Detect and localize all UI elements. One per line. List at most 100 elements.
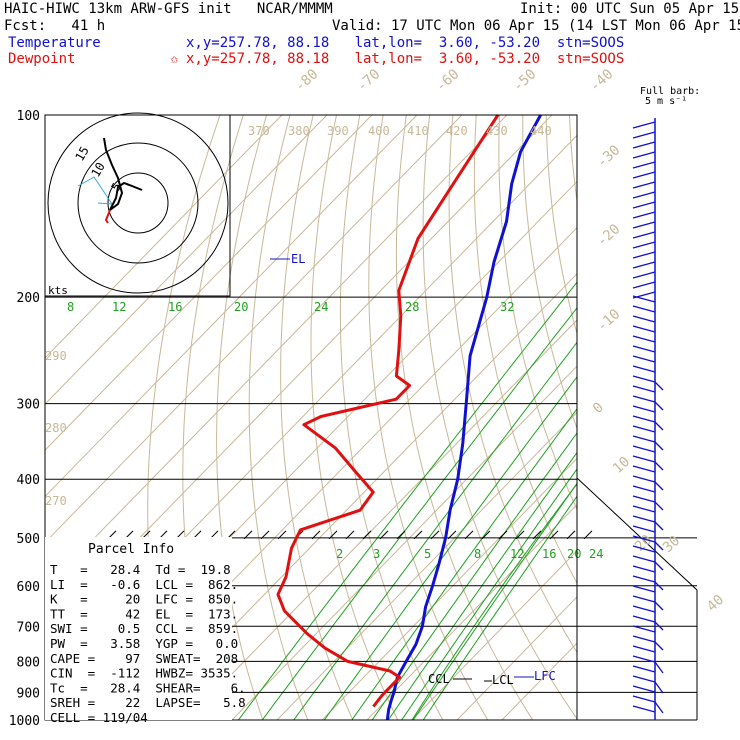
- frame-extension: [576, 477, 698, 720]
- pressure-tick-label: 200: [17, 291, 40, 306]
- theta-label: 430: [486, 124, 508, 138]
- mixing-ratio-label: 24: [314, 300, 328, 314]
- wind-barb: [632, 665, 656, 673]
- pressure-tick-label: 1000: [9, 714, 40, 729]
- wind-barb: [632, 121, 656, 129]
- ccl-label: CCL: [428, 672, 450, 686]
- wind-barb: [632, 305, 656, 313]
- theta-label: 440: [530, 124, 552, 138]
- wind-barb: [632, 281, 656, 289]
- wind-barb: [632, 465, 656, 473]
- theta-label: 390: [327, 124, 349, 138]
- mixing-ratio-label: 3: [373, 547, 380, 561]
- parcel-info-row: CIN = -112 HWBZ= 3535.: [50, 666, 238, 681]
- wind-barb: [632, 241, 656, 249]
- isotherm-tick-label: -20: [594, 221, 624, 250]
- wind-barb: [632, 675, 656, 683]
- wind-barb-flag: [654, 681, 664, 694]
- hodograph-storm-motion: [77, 176, 113, 205]
- mixing-ratio-label: 5: [424, 547, 431, 561]
- temperature-profile-line: [385, 114, 542, 721]
- freezing-level-hatch: [328, 530, 338, 540]
- wind-barb: [632, 565, 656, 573]
- mixing-ratio-line: [412, 482, 577, 720]
- temperature-legend-label: Temperature: [8, 35, 101, 51]
- isotherm-line: [45, 115, 283, 359]
- wind-barb: [632, 251, 656, 259]
- isotherm-line: [45, 115, 508, 590]
- isotherm-tick-label: 40: [704, 592, 727, 615]
- isotherm-tick-label: -60: [433, 66, 463, 95]
- hodograph-ring-label-10: 10: [88, 160, 107, 180]
- wind-barb-flag: [654, 601, 664, 611]
- isotherm-line: [501, 642, 577, 720]
- wind-barb: [632, 261, 656, 269]
- wind-barb: [632, 191, 656, 199]
- freezing-level-hatch: [549, 530, 559, 540]
- isotherm-line: [456, 596, 577, 720]
- isotherm-tick-label: 30: [660, 533, 683, 556]
- wind-barb: [632, 315, 656, 323]
- pressure-tick-label: 300: [17, 398, 40, 413]
- wind-barb: [632, 295, 656, 303]
- header-line2-right: Valid: 17 UTC Mon 06 Apr 15 (14 LST Mon …: [332, 18, 740, 34]
- dewpoint-legend-coords: x,y=257.78, 88.18 lat,lon= 3.60, -53.20 …: [186, 51, 625, 67]
- sounding-profiles: [276, 114, 542, 721]
- wind-barb: [632, 515, 656, 523]
- wind-barb: [632, 705, 656, 713]
- isotherm-line: [45, 115, 373, 451]
- hodograph-trace-low: [104, 209, 111, 224]
- wind-barb: [632, 555, 656, 563]
- wind-barb: [632, 685, 656, 693]
- wind-barb: [632, 325, 656, 333]
- dewpoint-profile-line: [276, 114, 500, 708]
- freezing-level-hatch: [566, 530, 576, 540]
- mixing-ratio-label: 32: [500, 300, 514, 314]
- wind-barb: [632, 455, 656, 463]
- mixing-ratio-label: 16: [542, 547, 556, 561]
- parcel-info-row: K = 20 LFC = 850.: [50, 592, 238, 607]
- pressure-tick-label: 500: [17, 532, 40, 547]
- parcel-info-row: PW = 3.58 YGP = 0.0: [50, 636, 238, 651]
- freezing-level-hatch: [515, 530, 525, 540]
- wind-barb-flag: [654, 461, 664, 471]
- isotherm-line: [366, 503, 577, 720]
- wind-barb: [632, 201, 656, 209]
- wind-barb: [632, 615, 656, 623]
- theta-label: 400: [368, 124, 390, 138]
- mixing-ratio-line: [237, 281, 577, 720]
- wind-barb: [632, 221, 656, 229]
- wind-barb-flag: [654, 581, 664, 591]
- wind-barb: [632, 695, 656, 703]
- mixing-ratio-label: 20: [567, 547, 581, 561]
- isotherm-tick-label: -40: [587, 66, 617, 95]
- freezing-level-hatch: [362, 530, 372, 540]
- dry-adiabat-line: [593, 115, 740, 733]
- freezing-level-hatch: [243, 530, 253, 540]
- wind-barb: [632, 475, 656, 483]
- wind-barb: [632, 335, 656, 343]
- header-line1-right: Init: 00 UTC Sun 05 Apr 15: [520, 1, 740, 17]
- plot-frame: [44, 114, 578, 721]
- parcel-info-row: Tc = 28.4 SHEAR= 6.: [50, 680, 246, 695]
- isotherm-tick-label: -70: [354, 66, 384, 95]
- wind-barb-flag: [654, 621, 664, 631]
- dewpoint-legend-label: Dewpoint: [8, 51, 76, 67]
- mixing-ratio-label: 8: [474, 547, 481, 561]
- mixing-ratio-line: [261, 307, 577, 720]
- moist-adiabat-line: [411, 483, 577, 720]
- parcel-info-rows: T = 28.4 Td = 19.8LI = -0.6 LCL = 862.K …: [50, 562, 246, 725]
- isotherm-line: [231, 365, 577, 720]
- freezing-level-hatch: [413, 530, 423, 540]
- wind-barb-flag: [654, 641, 664, 651]
- parcel-info-box: Parcel Info T = 28.4 Td = 19.8LI = -0.6 …: [45, 537, 246, 725]
- wind-barb: [632, 385, 656, 393]
- isotherm-tick-label: -30: [594, 142, 624, 171]
- wind-barb: [632, 131, 656, 139]
- dry-adiabat-line: [310, 115, 399, 720]
- parcel-info-row: TT = 42 EL = 173.: [50, 606, 238, 621]
- parcel-info-row: SWI = 0.5 CCL = 859.: [50, 621, 238, 636]
- wind-barb: [632, 211, 656, 219]
- theta-label: 410: [407, 124, 429, 138]
